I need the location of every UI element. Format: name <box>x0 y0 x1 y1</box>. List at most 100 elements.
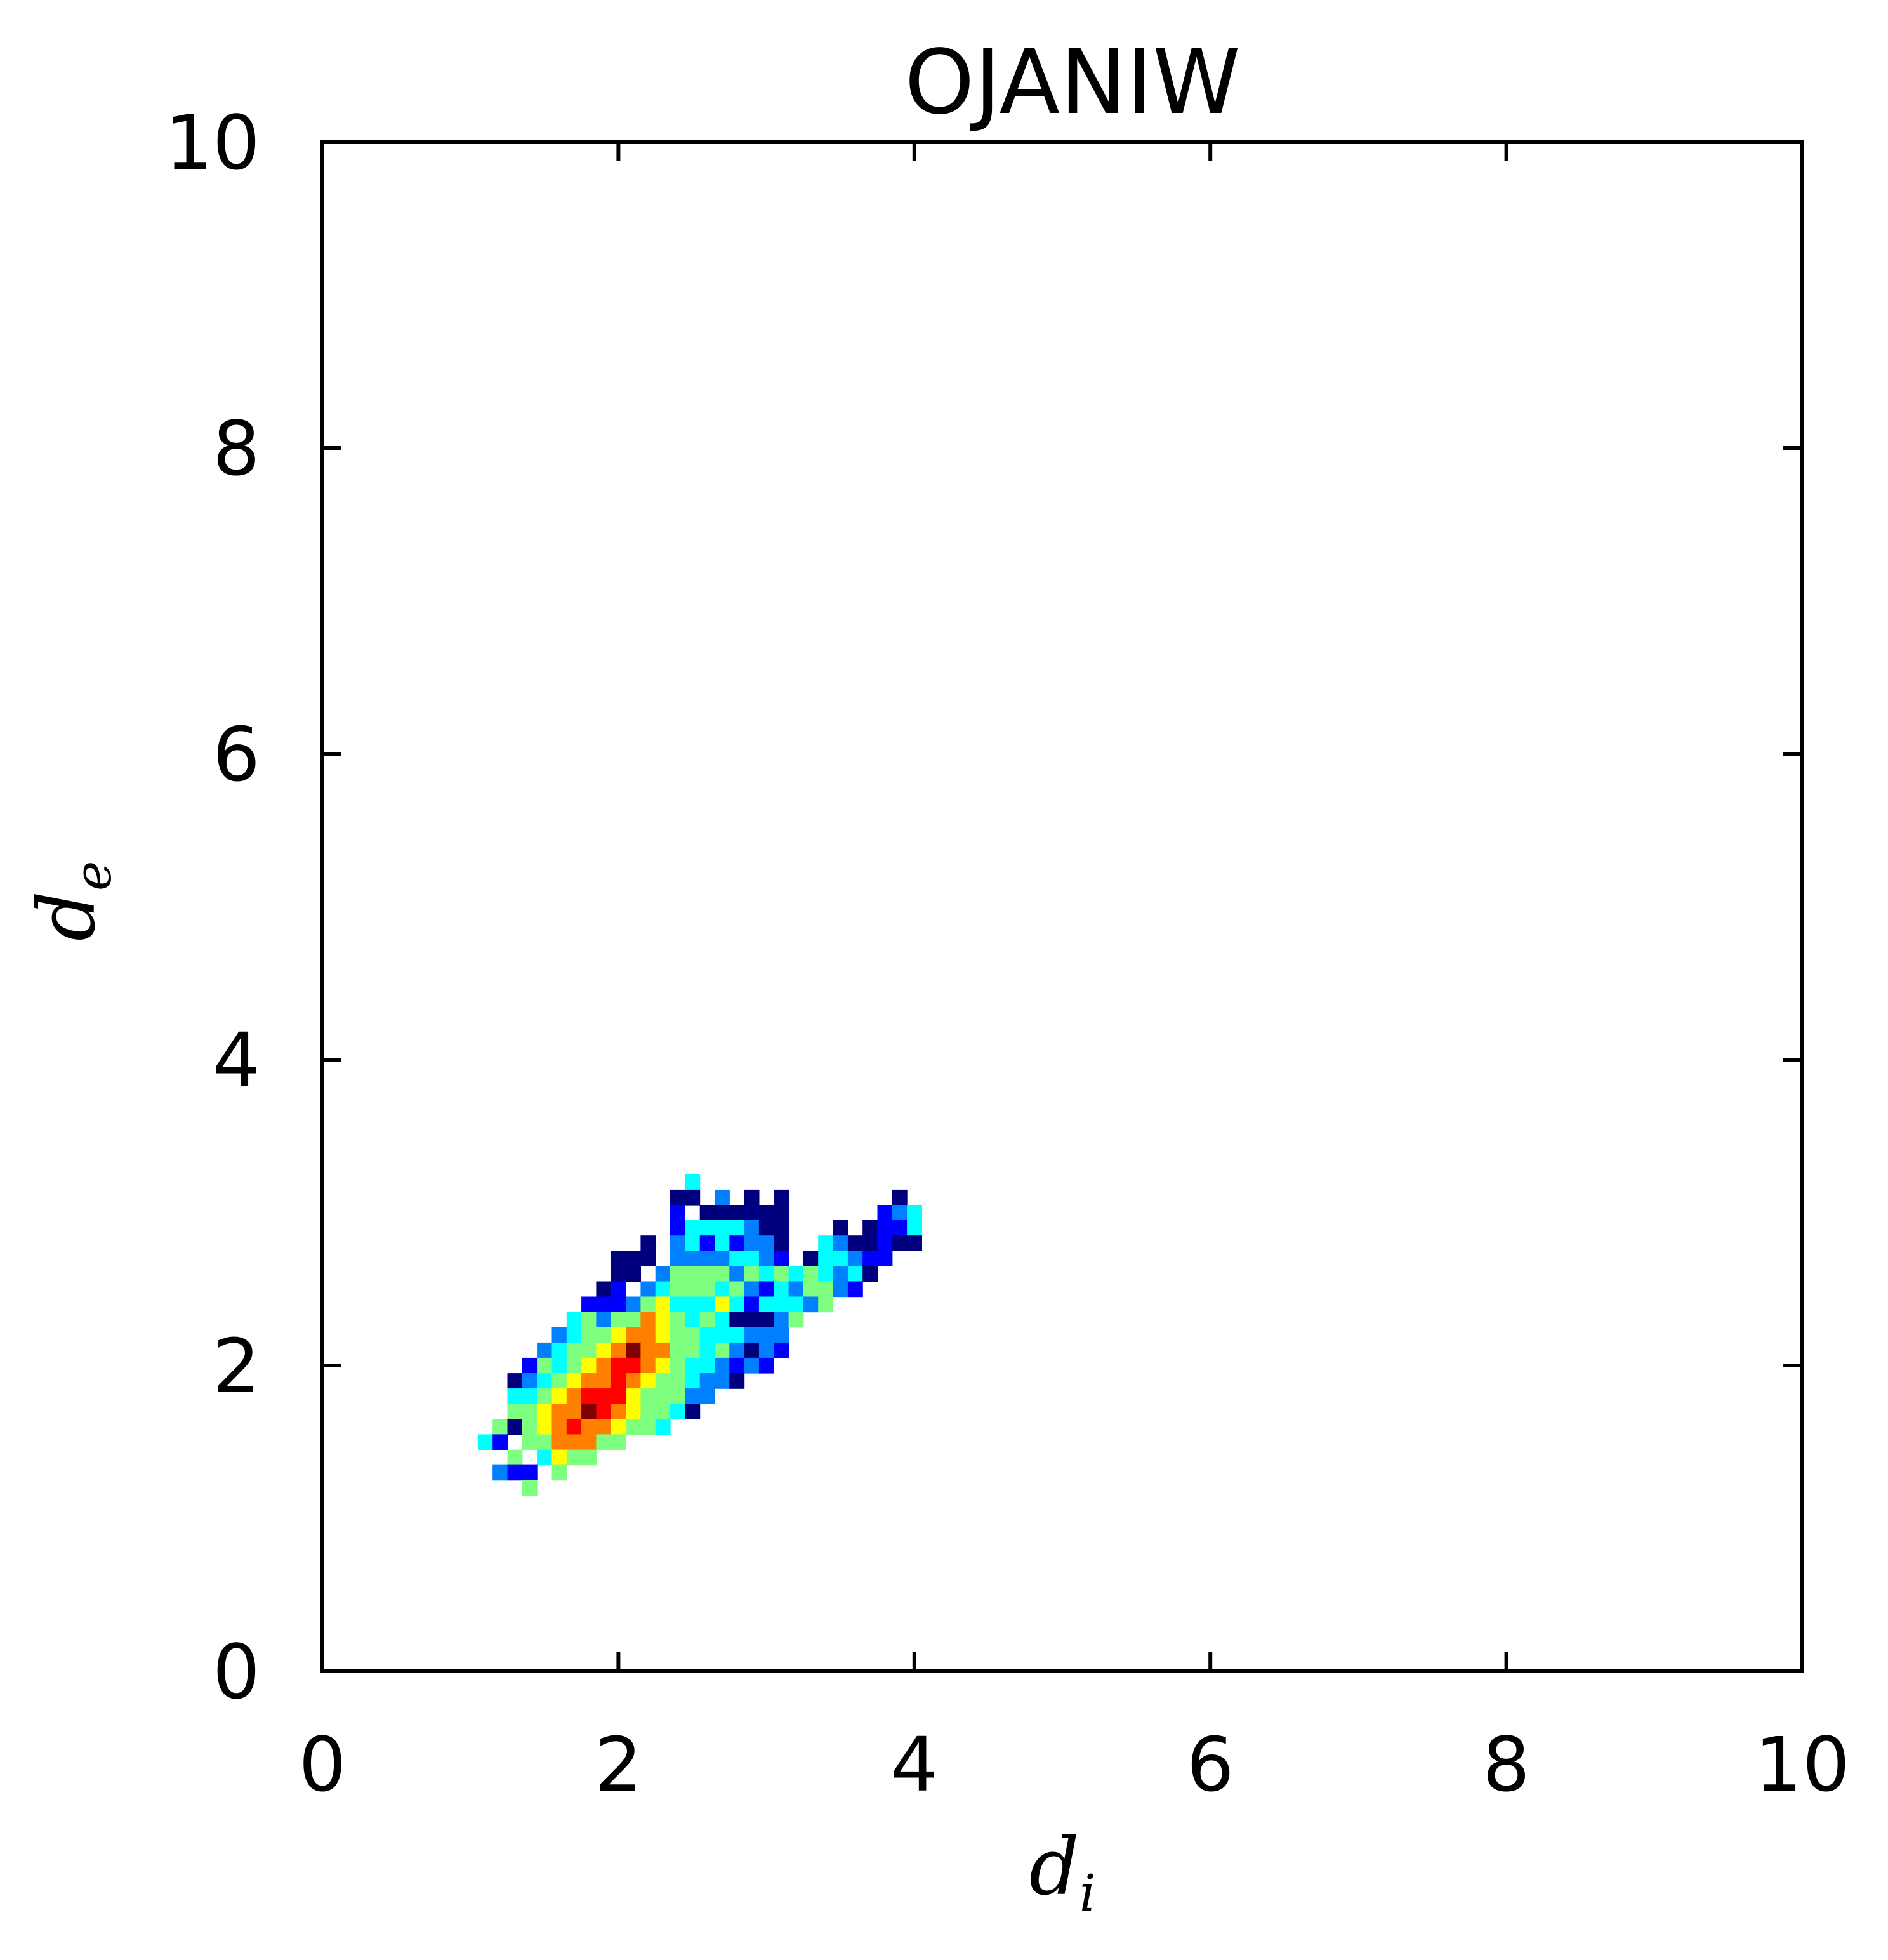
heatmap-cell <box>803 1296 819 1313</box>
y-tick-label: 4 <box>213 1016 260 1104</box>
x-tick-label: 0 <box>298 1721 346 1808</box>
heatmap-cell <box>596 1296 612 1313</box>
heatmap-cell <box>670 1296 685 1313</box>
heatmap-cell <box>611 1357 626 1374</box>
heatmap-cell <box>715 1373 730 1389</box>
heatmap-cell <box>715 1281 730 1298</box>
heatmap-cell <box>774 1327 789 1343</box>
heatmap-cell <box>715 1312 730 1328</box>
heatmap-cell <box>492 1464 508 1481</box>
heatmap-cell <box>581 1434 597 1450</box>
heatmap-cell <box>729 1220 745 1236</box>
heatmap-cell <box>670 1235 685 1251</box>
heatmap-cell <box>847 1281 863 1298</box>
heatmap-cell <box>907 1220 922 1236</box>
heatmap-cell <box>699 1266 715 1282</box>
y-tick-label: 8 <box>213 405 260 492</box>
heatmap-cell <box>551 1419 567 1435</box>
heatmap-cell <box>685 1312 701 1328</box>
heatmap-cell <box>744 1342 760 1358</box>
y-tick-labels: 0 2 4 6 8 10 <box>165 99 260 1716</box>
heatmap-cell <box>492 1419 508 1435</box>
heatmap-cell <box>655 1342 671 1358</box>
heatmap-cell <box>551 1404 567 1419</box>
heatmap-cell <box>611 1281 626 1298</box>
heatmap-cell <box>729 1327 745 1343</box>
heatmap-cell <box>729 1342 745 1358</box>
heatmap-cells <box>477 1174 922 1496</box>
heatmap-cell <box>626 1312 641 1328</box>
heatmap-cell <box>907 1205 922 1221</box>
heatmap-cell <box>685 1342 701 1358</box>
heatmap-cell <box>551 1357 567 1374</box>
heatmap-cell <box>655 1312 671 1328</box>
heatmap-cell <box>758 1251 774 1266</box>
heatmap-cell <box>729 1357 745 1374</box>
heatmap-cell <box>774 1312 789 1328</box>
y-tick-label: 10 <box>165 99 260 187</box>
x-axis-label: di <box>1029 1822 1096 1923</box>
heatmap-cell <box>758 1357 774 1374</box>
heatmap-cell <box>655 1266 671 1282</box>
plot-frame <box>320 140 1804 1673</box>
heatmap-cell <box>566 1342 582 1358</box>
heatmap-cell <box>788 1296 804 1313</box>
heatmap-cell <box>670 1220 685 1236</box>
heatmap-cell <box>640 1312 656 1328</box>
heatmap-cell <box>744 1357 760 1374</box>
heatmap-cell <box>655 1281 671 1298</box>
heatmap-cell <box>566 1404 582 1419</box>
heatmap-cell <box>744 1266 760 1282</box>
chart-title: OJANIW <box>904 31 1240 135</box>
heatmap-cell <box>566 1357 582 1374</box>
heatmap-cell <box>847 1235 863 1251</box>
heatmap-cell <box>640 1281 656 1298</box>
heatmap-cell <box>715 1189 730 1206</box>
heatmap-cell <box>626 1357 641 1374</box>
heatmap-cell <box>744 1189 760 1206</box>
heatmap-cell <box>833 1251 848 1266</box>
heatmap-cell <box>566 1373 582 1389</box>
heatmap-cell <box>758 1342 774 1358</box>
heatmap-cell <box>581 1342 597 1358</box>
heatmap-cell <box>611 1327 626 1343</box>
x-tick-label: 8 <box>1482 1721 1530 1808</box>
heatmap-cell <box>537 1404 552 1419</box>
heatmap-cell <box>626 1342 641 1358</box>
heatmap-cell <box>774 1235 789 1251</box>
heatmap-cell <box>670 1342 685 1358</box>
heatmap-cell <box>685 1174 701 1190</box>
heatmap-cell <box>729 1281 745 1298</box>
heatmap-cell <box>626 1266 641 1282</box>
heatmap-cell <box>699 1388 715 1404</box>
heatmap-cell <box>892 1220 908 1236</box>
heatmap-cell <box>581 1373 597 1389</box>
heatmap-cell <box>670 1251 685 1266</box>
heatmap-cell <box>596 1327 612 1343</box>
x-tick-label: 6 <box>1187 1721 1234 1808</box>
heatmap-cell <box>744 1235 760 1251</box>
heatmap-cell <box>877 1205 893 1221</box>
heatmap-cell <box>685 1266 701 1282</box>
heatmap-cell <box>566 1312 582 1328</box>
heatmap-cell <box>670 1373 685 1389</box>
heatmap-cell <box>537 1357 552 1374</box>
heatmap-cell <box>581 1449 597 1466</box>
heatmap-cell <box>596 1312 612 1328</box>
heatmap-cell <box>744 1205 760 1221</box>
heatmap-cell <box>596 1357 612 1374</box>
heatmap-cell <box>833 1220 848 1236</box>
heatmap-cell <box>640 1327 656 1343</box>
heatmap-cell <box>670 1388 685 1404</box>
heatmap-cell <box>551 1327 567 1343</box>
heatmap-cell <box>596 1281 612 1298</box>
heatmap-cell <box>566 1419 582 1435</box>
heatmap-cell <box>715 1205 730 1221</box>
heatmap-cell <box>655 1357 671 1374</box>
heatmap-cell <box>507 1419 523 1435</box>
heatmap-cell <box>833 1266 848 1282</box>
heatmap-cell <box>551 1373 567 1389</box>
heatmap-cell <box>640 1251 656 1266</box>
heatmap-cell <box>507 1373 523 1389</box>
